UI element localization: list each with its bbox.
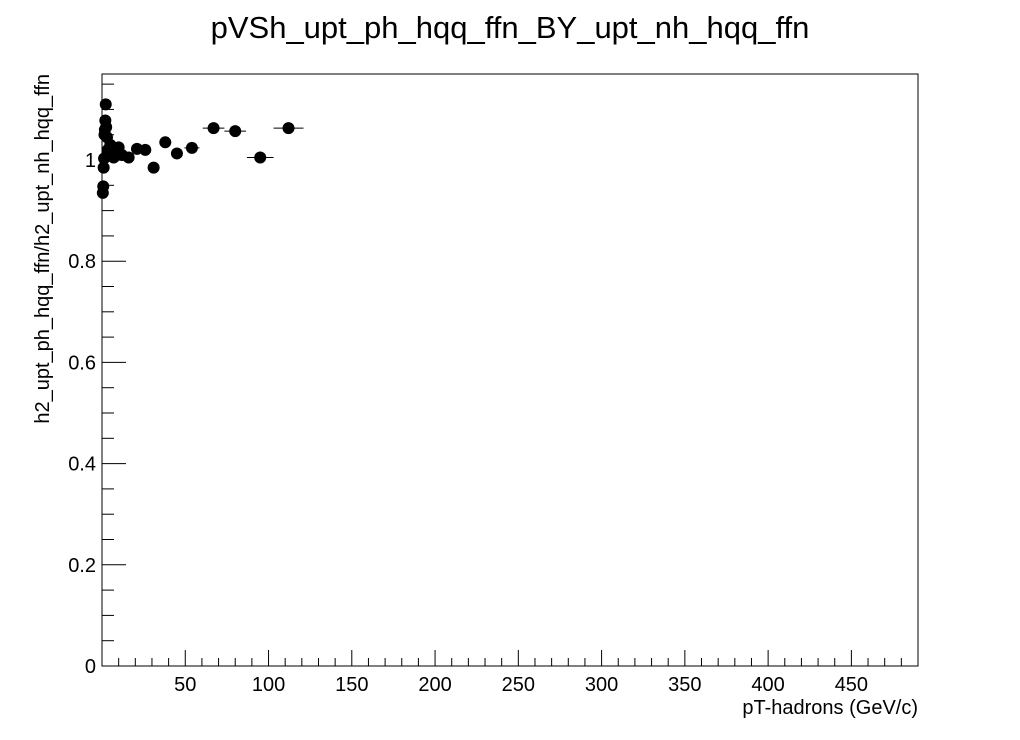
data-point [97, 180, 110, 193]
y-axis: 0 0.2 0.4 0.6 0.8 1 [68, 83, 126, 678]
data-point [159, 136, 172, 149]
x-axis-label: pT-hadrons (GeV/c) [742, 697, 918, 719]
data-point [147, 161, 160, 174]
data-point [207, 122, 220, 135]
x-tick-label: 100 [252, 674, 285, 696]
y-tick-label: 0.6 [68, 352, 96, 374]
y-tick-label: 0 [85, 656, 96, 678]
x-tick-label: 50 [174, 674, 196, 696]
data-point [139, 143, 152, 156]
data-point [99, 98, 112, 111]
x-axis: 50 100 150 200 250 300 350 400 450 [118, 650, 902, 696]
data-point [122, 151, 135, 164]
data-point [254, 151, 267, 164]
data-point [170, 147, 183, 160]
chart-title: pVSh_upt_ph_hqq_ffn_BY_upt_nh_hqq_ffn [211, 10, 810, 45]
data-series [96, 98, 304, 199]
x-tick-label: 450 [835, 674, 868, 696]
y-tick-label: 0.8 [68, 251, 96, 273]
y-tick-label: 1 [85, 150, 96, 172]
data-point [100, 121, 113, 134]
x-tick-label: 250 [502, 674, 535, 696]
data-point [282, 122, 295, 135]
x-tick-label: 400 [751, 674, 784, 696]
y-tick-label: 0.2 [68, 555, 96, 577]
x-tick-label: 150 [335, 674, 368, 696]
y-axis-label: h2_upt_ph_hqq_ffn/h2_upt_nh_hqq_ffn [32, 74, 54, 424]
data-point [185, 141, 198, 154]
y-tick-label: 0.4 [68, 454, 96, 476]
x-tick-label: 200 [418, 674, 451, 696]
data-point [97, 161, 110, 174]
x-tick-label: 300 [585, 674, 618, 696]
plot-frame [101, 73, 919, 667]
data-point [229, 125, 242, 138]
x-tick-label: 350 [668, 674, 701, 696]
